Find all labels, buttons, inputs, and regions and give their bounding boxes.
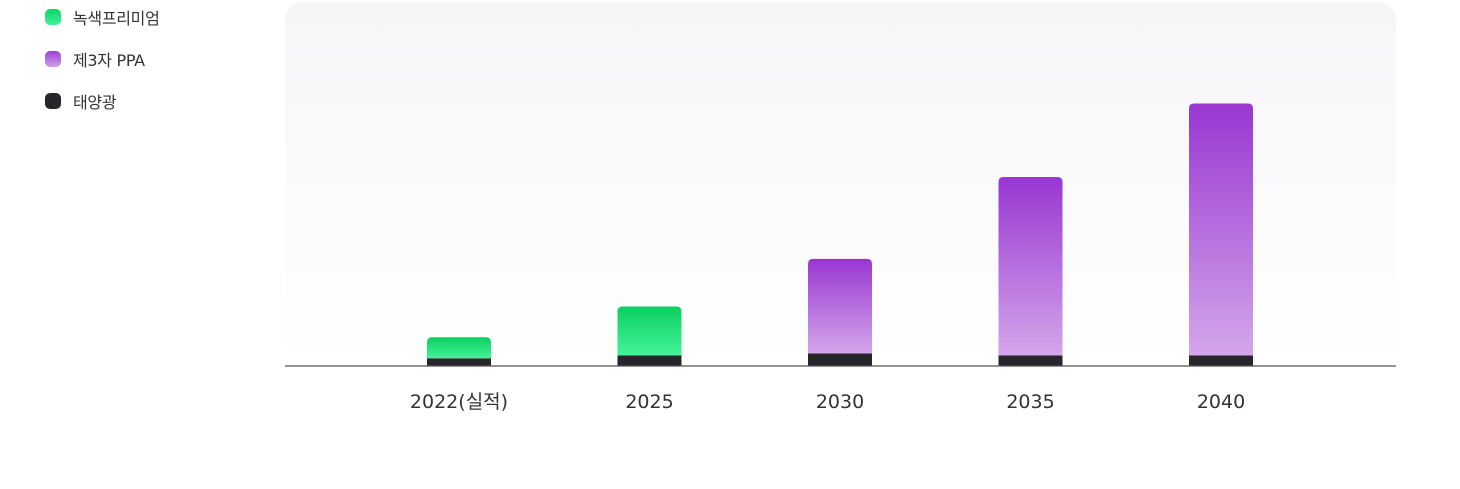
legend-item-solar: 태양광 [45, 90, 160, 112]
x-tick-label-4: 2040 [1197, 391, 1245, 413]
x-tick-label-3: 2035 [1006, 391, 1054, 413]
x-tick-labels: 2022(실적) 2025 2030 2035 2040 [410, 391, 1245, 413]
bar-solar-3 [998, 355, 1063, 366]
bars-group [427, 103, 1253, 366]
plot-background [285, 2, 1396, 366]
legend-label-solar: 태양광 [73, 93, 117, 112]
bar-third-party-ppa-2 [808, 258, 872, 354]
legend-item-third-party-ppa: 제3자 PPA [45, 48, 160, 70]
legend-swatch-solar [45, 93, 61, 109]
legend-swatch-third-party-ppa [45, 51, 61, 67]
legend-label-green-premium: 녹색프리미엄 [73, 9, 160, 28]
bar-third-party-ppa-3 [998, 177, 1063, 356]
bar-third-party-ppa-4 [1189, 103, 1253, 356]
bar-solar-0 [427, 358, 491, 366]
legend-swatch-green-premium [45, 9, 61, 25]
bar-green-premium-1 [617, 306, 682, 356]
x-tick-label-2: 2030 [816, 391, 864, 413]
chart-legend: 녹색프리미엄 제3자 PPA 태양광 [45, 6, 160, 132]
bar-solar-2 [808, 353, 872, 366]
x-tick-label-0: 2022(실적) [410, 391, 508, 413]
legend-item-green-premium: 녹색프리미엄 [45, 6, 160, 28]
legend-label-third-party-ppa: 제3자 PPA [73, 51, 145, 70]
bar-green-premium-0 [427, 337, 491, 359]
x-tick-label-1: 2025 [625, 391, 673, 413]
bar-solar-4 [1189, 355, 1253, 366]
bar-solar-1 [617, 355, 682, 366]
